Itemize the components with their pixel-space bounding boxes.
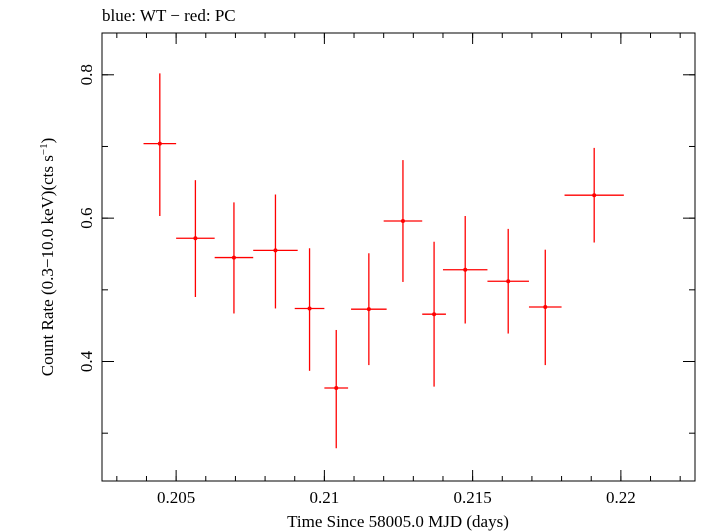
x-tick-label: 0.215 [454,488,492,507]
point-marker [592,193,597,198]
chart-title: blue: WT − red: PC [102,6,236,25]
point-marker [432,312,437,317]
data-point [383,160,423,282]
y-axis: 0.4 0.6 0.8 [77,64,695,434]
point-marker [543,305,548,310]
y-axis-label: Count Rate (0.3−10.0 keV)(cts s−1) [38,138,57,377]
point-marker [506,279,511,284]
data-point [176,180,215,297]
point-marker [307,306,312,311]
data-point [442,215,488,324]
data-point [564,147,624,243]
data-point [351,253,387,366]
x-tick-label: 0.205 [157,488,195,507]
y-tick-label: 0.4 [77,350,96,372]
data-point [214,202,254,314]
point-marker [334,386,339,391]
x-tick-label: 0.21 [310,488,340,507]
x-tick-label: 0.22 [606,488,636,507]
data-point [294,248,325,371]
data-point [487,228,529,334]
data-point [143,73,177,216]
point-marker [366,307,371,312]
point-marker [463,267,468,272]
y-axis-label-close: ) [38,138,57,144]
data-point [324,329,349,449]
point-marker [273,248,278,253]
plot-frame [101,32,696,482]
y-axis-label-superscript: −1 [38,143,50,155]
point-marker [400,219,405,224]
y-tick-label: 0.8 [77,64,96,85]
x-axis-label: Time Since 58005.0 MJD (days) [287,512,509,531]
y-tick-label: 0.6 [77,208,96,229]
data-series [143,73,624,449]
point-marker [231,255,236,260]
data-point [528,249,562,366]
point-marker [157,141,162,146]
data-point [422,241,446,387]
data-point [253,194,298,309]
y-axis-label-main: Count Rate (0.3−10.0 keV)(cts s [38,155,57,376]
point-marker [193,236,198,241]
x-axis: 0.205 0.21 0.215 0.22 [116,33,681,507]
